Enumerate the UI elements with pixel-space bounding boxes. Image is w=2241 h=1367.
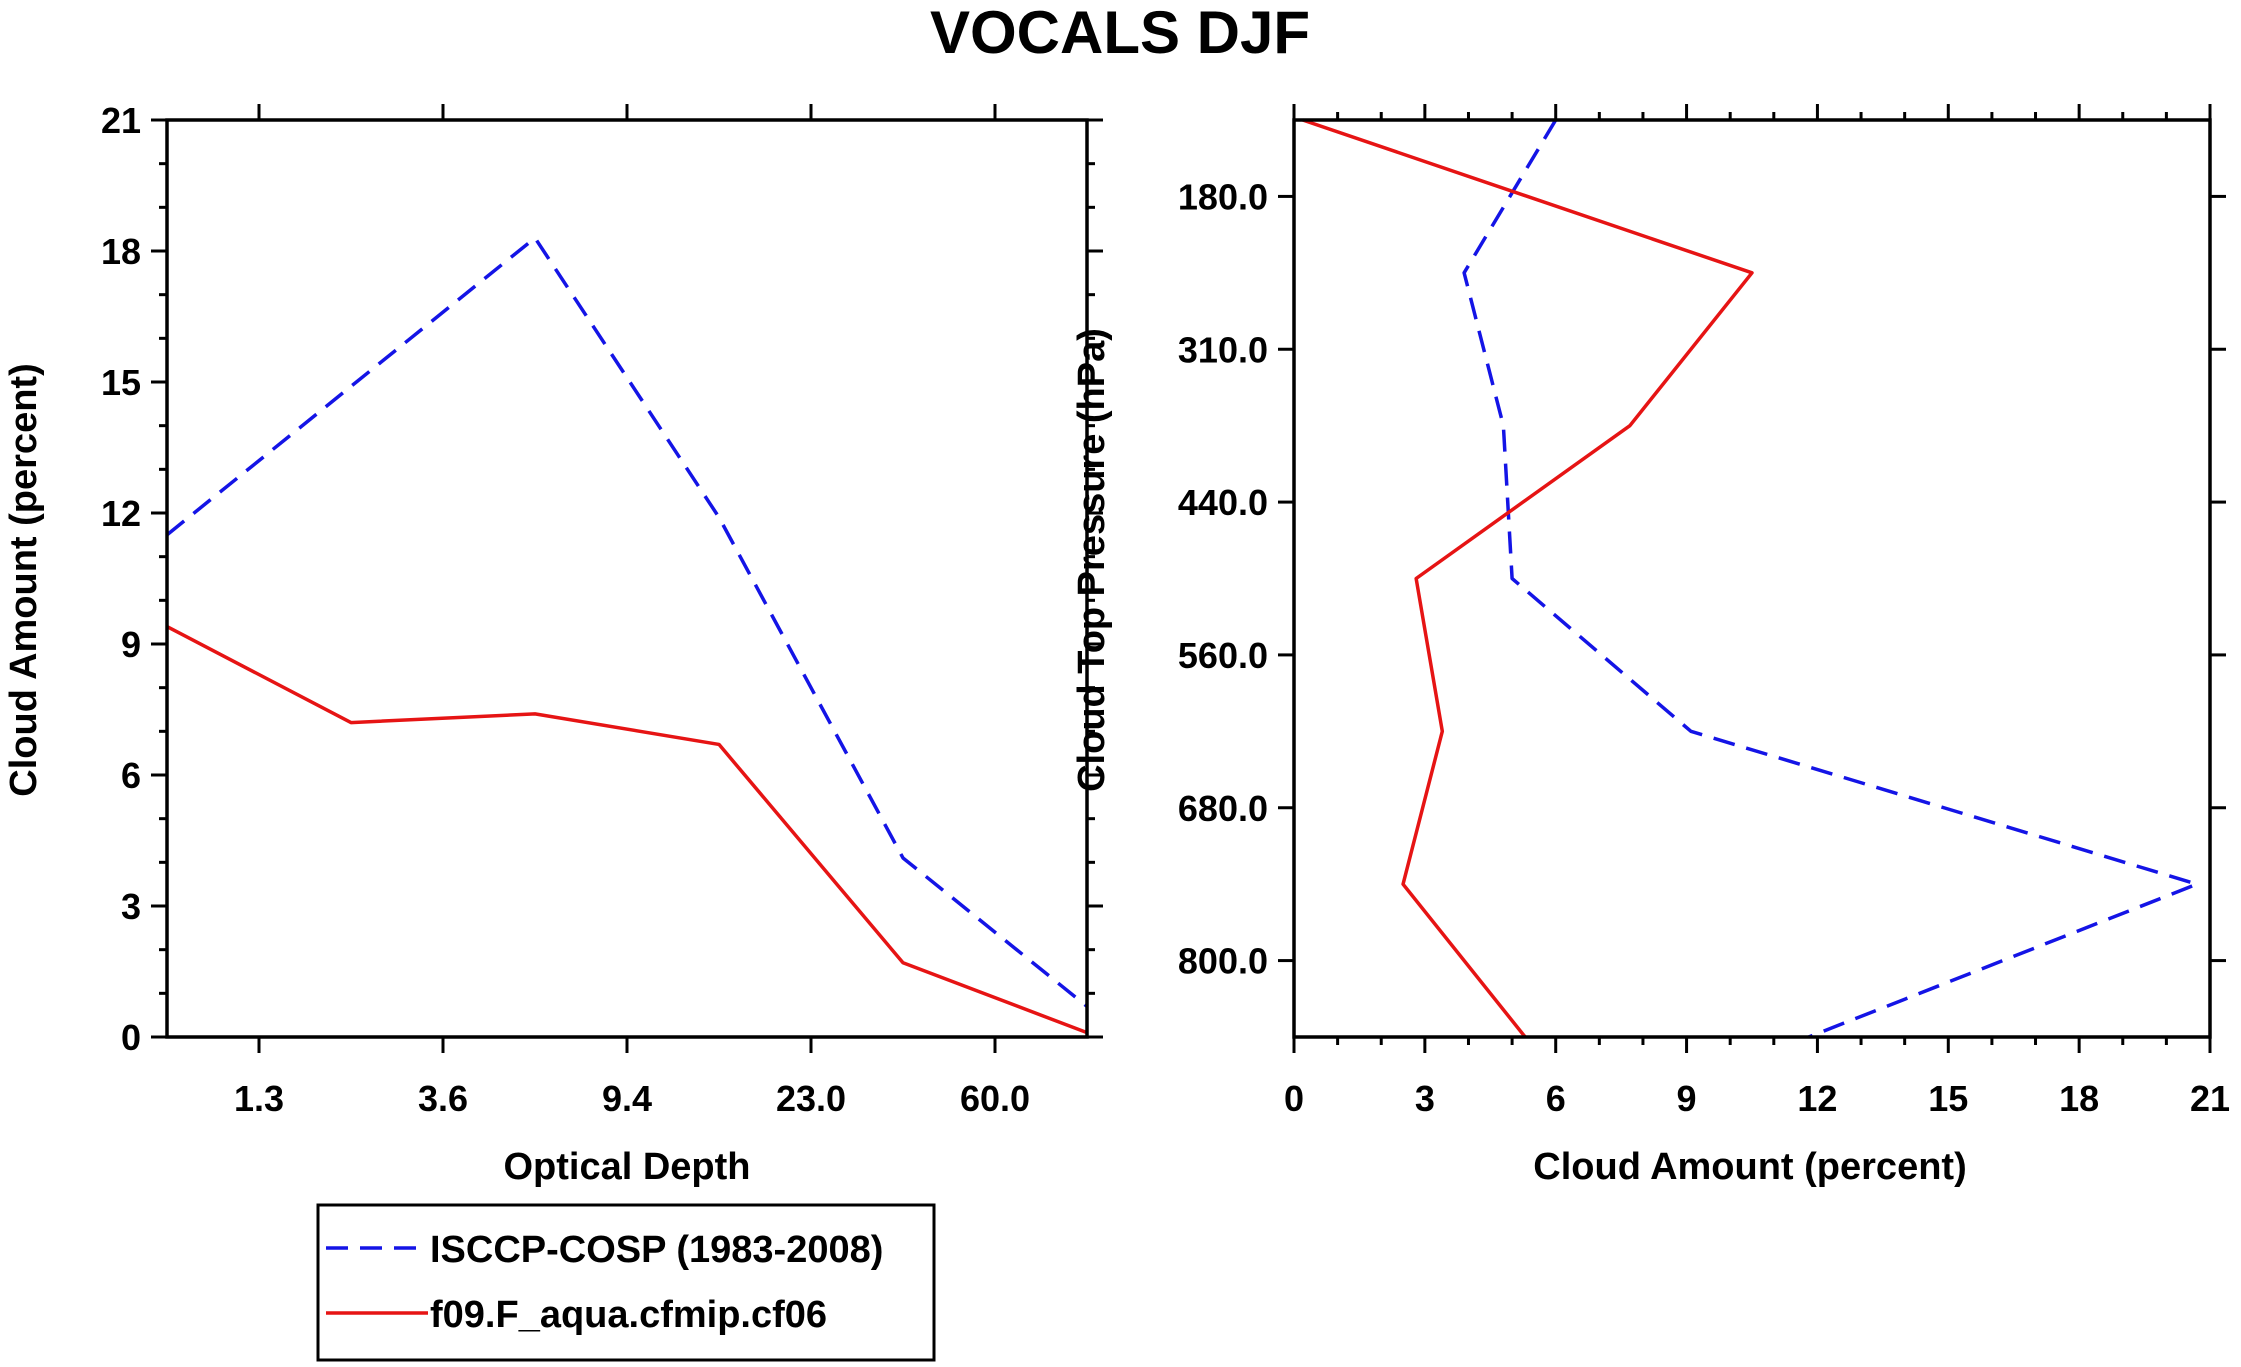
legend-label-model: f09.F_aqua.cfmip.cf06 xyxy=(430,1294,827,1336)
right-x-tick-label: 21 xyxy=(2190,1078,2230,1119)
right-y-tick-label: 310.0 xyxy=(1178,329,1268,370)
left-y-axis-label: Cloud Amount (percent) xyxy=(3,363,45,796)
left-series-line-1 xyxy=(166,624,1088,1035)
right-series-line-0 xyxy=(1462,119,2199,1039)
right-ticks-group: 0 3 6 9 12 15 18 21 180.0 310.0 440.0 560.0 680.0 800… xyxy=(1178,104,2230,1119)
right-x-tick-label: 6 xyxy=(1546,1078,1566,1119)
left-x-axis-label: Optical Depth xyxy=(503,1146,750,1188)
legend-label-isccp: ISCCP-COSP (1983-2008) xyxy=(430,1229,883,1271)
right-x-tick-label: 0 xyxy=(1284,1078,1304,1119)
right-x-axis-label: Cloud Amount (percent) xyxy=(1533,1146,1966,1188)
left-y-tick-label: 12 xyxy=(101,493,141,534)
left-y-tick-label: 15 xyxy=(101,362,141,403)
right-y-axis-label: Cloud Top Pressure (hPa) xyxy=(1071,328,1113,792)
figure-title: VOCALS DJF xyxy=(930,0,1310,66)
left-series-group xyxy=(165,236,1089,1035)
left-y-tick-label: 6 xyxy=(121,755,141,796)
pressure-panel: 0 3 6 9 12 15 18 21 180.0 310.0 440.0 560.0 680.0 800… xyxy=(1071,104,2230,1188)
right-y-tick-label: 560.0 xyxy=(1178,635,1268,676)
right-y-tick-label: 800.0 xyxy=(1178,941,1268,982)
right-series-group xyxy=(1302,118,2199,1039)
left-y-tick-label: 0 xyxy=(121,1017,141,1058)
left-plot-frame xyxy=(165,118,1089,1039)
right-x-tick-label: 18 xyxy=(2059,1078,2099,1119)
left-y-tick-label: 21 xyxy=(101,100,141,141)
right-x-tick-label: 15 xyxy=(1928,1078,1968,1119)
left-ticks-group: 0 3 6 9 12 15 18 21 1.3 3.6 9.4 23.0 60.0 xyxy=(101,100,1103,1119)
left-y-tick-label: 3 xyxy=(121,886,141,927)
legend: ISCCP-COSP (1983-2008) f09.F_aqua.cfmip.… xyxy=(316,1203,936,1362)
right-y-tick-label: 680.0 xyxy=(1178,788,1268,829)
right-x-tick-label: 9 xyxy=(1677,1078,1697,1119)
legend-box xyxy=(316,1203,936,1362)
left-x-tick-label: 3.6 xyxy=(418,1078,468,1119)
right-plot-frame xyxy=(1292,118,2212,1039)
right-series-line-1 xyxy=(1302,118,1754,1039)
left-y-tick-label: 18 xyxy=(101,231,141,272)
right-y-tick-label: 180.0 xyxy=(1178,176,1268,217)
right-x-tick-label: 3 xyxy=(1415,1078,1435,1119)
left-x-tick-label: 23.0 xyxy=(776,1078,846,1119)
left-x-tick-label: 1.3 xyxy=(234,1078,284,1119)
optical-depth-panel: 0 3 6 9 12 15 18 21 1.3 3.6 9.4 23.0 60.0 Optical De… xyxy=(3,100,1103,1188)
right-y-tick-label: 440.0 xyxy=(1178,482,1268,523)
left-series-line-0 xyxy=(165,236,1089,1008)
left-y-tick-label: 9 xyxy=(121,624,141,665)
left-x-tick-label: 9.4 xyxy=(602,1078,652,1119)
left-x-tick-label: 60.0 xyxy=(960,1078,1030,1119)
right-x-tick-label: 12 xyxy=(1797,1078,1837,1119)
